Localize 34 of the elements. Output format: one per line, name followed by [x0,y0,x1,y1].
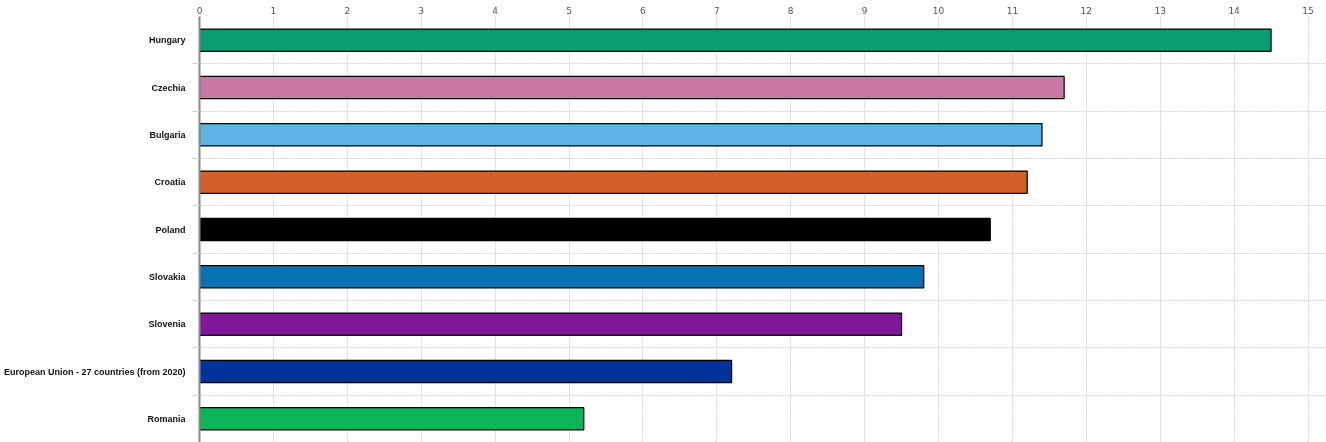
y-tick-label: Poland [155,224,186,235]
bar [199,359,733,384]
x-tick-label: 3 [418,5,425,16]
y-tick-label: Hungary [148,35,186,46]
x-tick-label: 8 [787,5,794,16]
x-tick-label: 1 [270,5,277,16]
x-tick-label: 10 [932,5,945,16]
x-tick-label: 9 [861,5,868,16]
x-tick-label: 14 [1228,5,1241,16]
bar [199,407,585,431]
x-tick-label: 4 [492,5,499,16]
y-tick-label: Romania [147,413,187,424]
x-tick-label: 12 [1080,5,1093,16]
y-tick-label: Czechia [151,82,187,93]
y-tick-label: Slovakia [148,271,187,282]
x-tick-label: 15 [1302,5,1314,16]
x-tick-label: 6 [640,5,647,16]
y-tick-label: Bulgaria [149,129,187,140]
bar [199,312,903,336]
x-tick-label: 13 [1154,5,1166,16]
x-tick-label: 5 [566,5,572,16]
bar [199,28,1272,52]
bar [199,170,1028,194]
bar [199,217,991,242]
y-tick-label: Croatia [154,177,187,188]
y-tick-label: European Union - 27 countries (from 2020) [3,366,186,377]
x-tick-label: 2 [344,5,351,16]
x-tick-label: 11 [1006,5,1019,16]
x-tick-label: 0 [196,5,203,16]
x-tick-label: 7 [713,5,720,16]
bar [199,75,1065,100]
y-tick-label: Slovenia [148,319,187,330]
bar [199,265,925,289]
bar [199,123,1043,147]
